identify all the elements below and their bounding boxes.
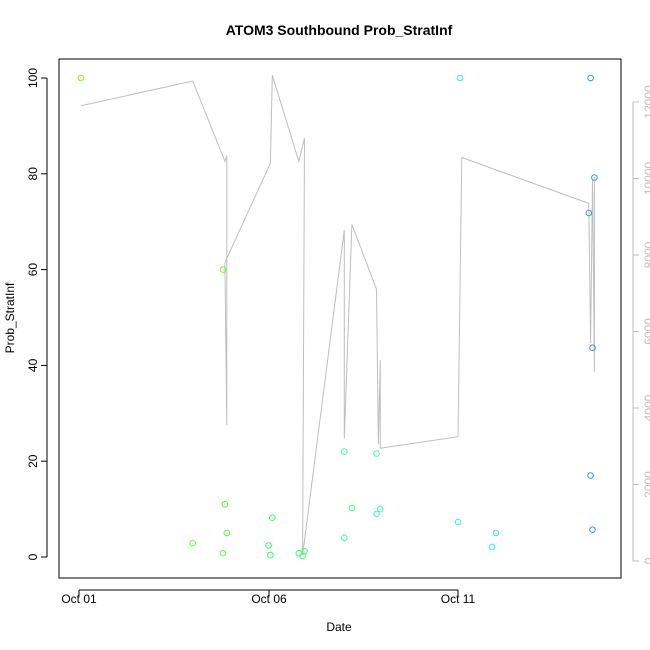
- data-point: [219, 549, 227, 557]
- data-point: [301, 548, 308, 555]
- data-point: [454, 518, 462, 526]
- y-axis-label: Prob_StratInf: [3, 282, 17, 353]
- data-point: [591, 174, 598, 181]
- x-tick-label: Oct 06: [251, 592, 287, 606]
- series-line: [80, 75, 595, 556]
- data-point: [219, 266, 227, 273]
- x-axis: Oct 01 Oct 06 Oct 11: [61, 589, 476, 606]
- line-series: [80, 75, 595, 556]
- data-point: [265, 542, 272, 549]
- right-tick-label: 0: [642, 557, 650, 564]
- right-tick-label: 8000: [642, 241, 650, 268]
- right-tick-label: 12000: [642, 85, 650, 119]
- chart-title: ATOM3 Southbound Prob_StratInf: [226, 22, 453, 38]
- left-tick-label: 100: [26, 68, 40, 88]
- data-point: [77, 74, 85, 82]
- right-tick-label: 10000: [642, 161, 650, 195]
- scatter-points: [77, 74, 598, 560]
- data-point: [589, 526, 596, 534]
- data-point: [587, 472, 594, 479]
- x-tick-label: Oct 01: [61, 592, 97, 606]
- data-point: [492, 529, 500, 537]
- data-point: [341, 448, 348, 455]
- plot-frame: [58, 58, 622, 579]
- data-point: [373, 510, 380, 518]
- left-y-axis: 0 20 40 60 80 100: [26, 68, 48, 560]
- x-tick-label: Oct 11: [441, 592, 476, 606]
- right-tick-label: 4000: [642, 394, 650, 421]
- right-tick-label: 2000: [642, 471, 650, 498]
- data-point: [221, 501, 229, 508]
- data-point: [373, 450, 380, 457]
- data-point: [587, 74, 594, 82]
- left-tick-label: 40: [26, 358, 40, 372]
- left-tick-label: 80: [26, 167, 40, 181]
- data-point: [341, 534, 348, 542]
- left-tick-label: 60: [26, 263, 40, 277]
- x-axis-label: Date: [326, 620, 352, 634]
- data-point: [377, 505, 384, 513]
- right-y-axis: 0 2000 4000 6000 8000 10000 12000: [632, 85, 650, 564]
- data-point: [267, 551, 274, 559]
- data-point: [589, 344, 596, 352]
- data-point: [269, 514, 276, 522]
- data-point: [488, 543, 496, 551]
- data-point: [348, 504, 356, 512]
- data-point: [585, 209, 593, 217]
- data-point: [189, 539, 196, 547]
- data-point: [456, 74, 464, 82]
- left-tick-label: 20: [26, 454, 40, 468]
- data-point: [223, 529, 231, 537]
- right-tick-label: 6000: [642, 318, 650, 345]
- left-tick-label: 0: [26, 553, 40, 560]
